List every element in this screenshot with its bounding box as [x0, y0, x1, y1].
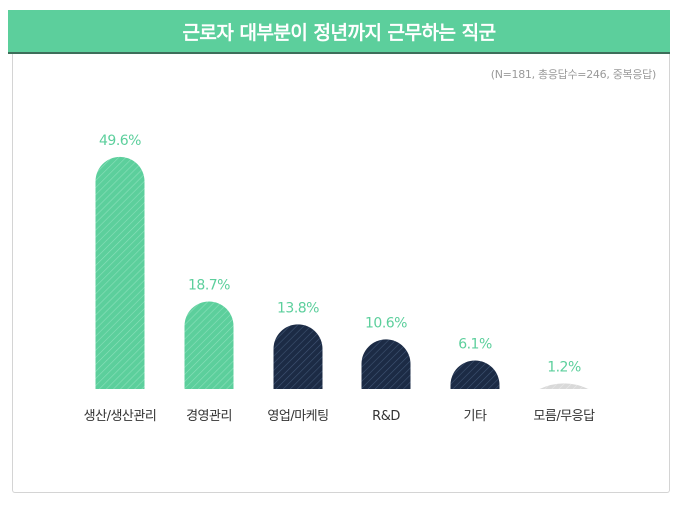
category-label: 영업/마케팅	[267, 409, 328, 424]
category-label: 기타	[464, 409, 487, 424]
value-label: 10.6%	[365, 315, 407, 331]
bar-6	[539, 383, 589, 389]
bar-2	[184, 301, 234, 389]
title-banner: 근로자 대부분이 정년까지 근무하는 직군	[8, 10, 670, 54]
category-label: R&D	[372, 409, 400, 424]
value-label: 1.2%	[547, 359, 581, 375]
bars-layer: 49.6% 생산/생산관리 18.7% 경영관리 13.8% 영업/마케팅 10.6% R&D…	[84, 133, 596, 424]
bar-5	[450, 360, 500, 389]
category-label: 경영관리	[186, 409, 232, 424]
value-label: 6.1%	[458, 336, 492, 352]
bar-4	[361, 339, 411, 389]
chart-title: 근로자 대부분이 정년까지 근무하는 직군	[182, 21, 496, 44]
bar-3	[273, 324, 323, 389]
value-label: 13.8%	[277, 300, 319, 316]
value-label: 18.7%	[188, 277, 230, 293]
category-label: 생산/생산관리	[84, 409, 157, 424]
bar-1	[95, 156, 145, 389]
value-label: 49.6%	[99, 133, 141, 149]
sample-note: (N=181, 총응답수=246, 중복응답)	[490, 68, 657, 81]
category-label: 모름/무응답	[533, 409, 595, 424]
